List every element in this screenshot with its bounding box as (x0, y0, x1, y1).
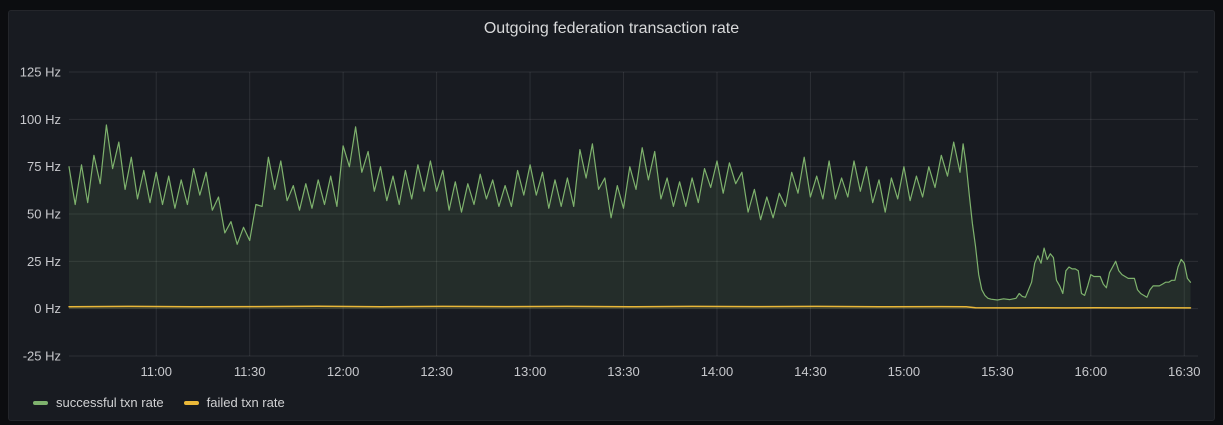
y-tick-label: 25 Hz (27, 254, 61, 269)
x-tick-label: 12:30 (420, 364, 453, 379)
x-tick-label: 16:00 (1075, 364, 1108, 379)
x-tick-label: 11:00 (140, 364, 172, 379)
y-tick-label: 75 Hz (27, 159, 61, 174)
series-fill-0 (69, 125, 1191, 309)
x-tick-label: 12:00 (327, 364, 360, 379)
legend-label-failed: failed txn rate (206, 395, 285, 410)
legend-item-failed[interactable]: failed txn rate (183, 395, 285, 411)
y-tick-label: -25 Hz (23, 349, 61, 364)
x-tick-label: 16:30 (1168, 364, 1201, 379)
legend-item-successful[interactable]: successful txn rate (33, 395, 164, 411)
x-tick-label: 14:30 (794, 364, 827, 379)
x-tick-label: 15:30 (981, 364, 1014, 379)
y-tick-label: 100 Hz (20, 112, 61, 127)
x-tick-label: 11:30 (234, 364, 266, 379)
legend: successful txn rate failed txn rate (33, 393, 285, 413)
legend-color-swatch-failed-icon (183, 401, 199, 405)
plot-area[interactable]: 125 Hz 100 Hz 75 Hz 50 Hz 25 Hz 0 Hz -25 Hz 11:… (9, 56, 1216, 386)
x-tick-label: 13:00 (514, 364, 547, 379)
y-tick-label: 0 Hz (34, 301, 61, 316)
graph-panel: Outgoing federation transaction rate 125… (8, 10, 1215, 421)
panel-title[interactable]: Outgoing federation transaction rate (483, 20, 740, 37)
y-tick-label: 125 Hz (20, 65, 61, 80)
x-tick-label: 15:00 (888, 364, 921, 379)
x-tick-label: 13:30 (607, 364, 640, 379)
y-tick-label: 50 Hz (27, 207, 61, 222)
legend-color-swatch-successful-icon (33, 401, 48, 405)
x-tick-label: 14:00 (701, 364, 734, 379)
series-line-1 (68, 305, 1192, 309)
series-line-0 (68, 124, 1192, 301)
legend-label-successful: successful txn rate (56, 395, 164, 410)
